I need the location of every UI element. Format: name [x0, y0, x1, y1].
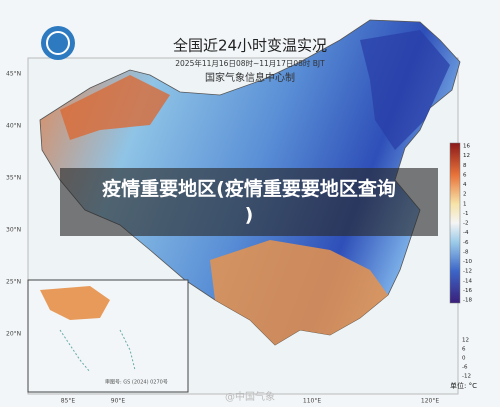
inset-boundary	[59, 329, 136, 373]
lat-labels: 45°N 40°N 35°N 30°N 25°N 20°N	[6, 71, 21, 338]
lon-label: 85°E	[61, 398, 76, 405]
lat-label: 40°N	[6, 123, 21, 130]
logo	[41, 26, 75, 60]
lon-label: 120°E	[421, 398, 439, 405]
south-warm-region	[210, 240, 388, 345]
northwest-warm-region	[60, 75, 170, 140]
lat-label: 25°N	[6, 279, 21, 286]
inset-land	[40, 286, 110, 320]
lon-label: 110°E	[303, 398, 321, 405]
colorbar-label: -1	[463, 211, 468, 217]
small-legend-label: 6	[462, 347, 466, 353]
lat-label: 45°N	[6, 71, 21, 78]
small-legend-label: -6	[462, 365, 468, 371]
colorbar-labels: 16 12 8 6 4 2 1 -1 -2 -4 -6 -8 -10 -12 -14 -16 -18	[463, 144, 472, 304]
caption-overlay: 疫情重要地区(疫情重要要地区查询 )	[60, 168, 438, 236]
colorbar-label: 8	[463, 163, 467, 169]
colorbar-label: 12	[463, 153, 470, 159]
logo-ring	[46, 31, 70, 55]
lat-label: 30°N	[6, 227, 21, 234]
colorbar-label: -4	[463, 230, 469, 236]
colorbar-label: -6	[463, 240, 469, 246]
northeast-cold-region	[360, 30, 450, 150]
colorbar-label: -8	[463, 249, 469, 255]
colorbar-label: -2	[463, 221, 468, 227]
small-legend: 12 6 0 -6 -12	[462, 338, 471, 380]
colorbar-label: -10	[463, 259, 472, 265]
colorbar-label: 4	[463, 182, 467, 188]
colorbar	[449, 142, 461, 304]
colorbar-label: 2	[463, 192, 467, 198]
small-legend-label: 12	[462, 338, 469, 344]
small-legend-label: 0	[462, 356, 466, 362]
small-legend-label: -12	[462, 374, 471, 380]
watermark: @中国气象	[225, 390, 275, 403]
title: 全国近24小时变温实况	[173, 37, 327, 55]
colorbar-label: -16	[463, 288, 472, 294]
lat-label: 35°N	[6, 175, 21, 182]
caption-line: 疫情重要地区(疫情重要要地区查询	[102, 178, 396, 200]
colorbar-label: -12	[463, 269, 472, 275]
lon-labels: 85°E 90°E 110°E 120°E	[61, 398, 440, 405]
colorbar-label: 6	[463, 172, 467, 178]
colorbar-label: 1	[463, 201, 467, 207]
colorbar-label: -14	[463, 278, 472, 284]
colorbar-label: -18	[463, 298, 472, 304]
inset-note: 审图号: GS (2024) 0270号	[105, 379, 168, 386]
lon-label: 90°E	[111, 398, 126, 405]
subtitle: 2025年11月16日08时~11月17日08时 BJT	[175, 58, 325, 68]
colorbar-label: 16	[463, 144, 470, 150]
unit: 单位: °C	[450, 381, 477, 390]
agency: 国家气象信息中心制	[205, 71, 295, 84]
lat-label: 20°N	[6, 331, 21, 338]
caption-line: )	[244, 204, 254, 226]
